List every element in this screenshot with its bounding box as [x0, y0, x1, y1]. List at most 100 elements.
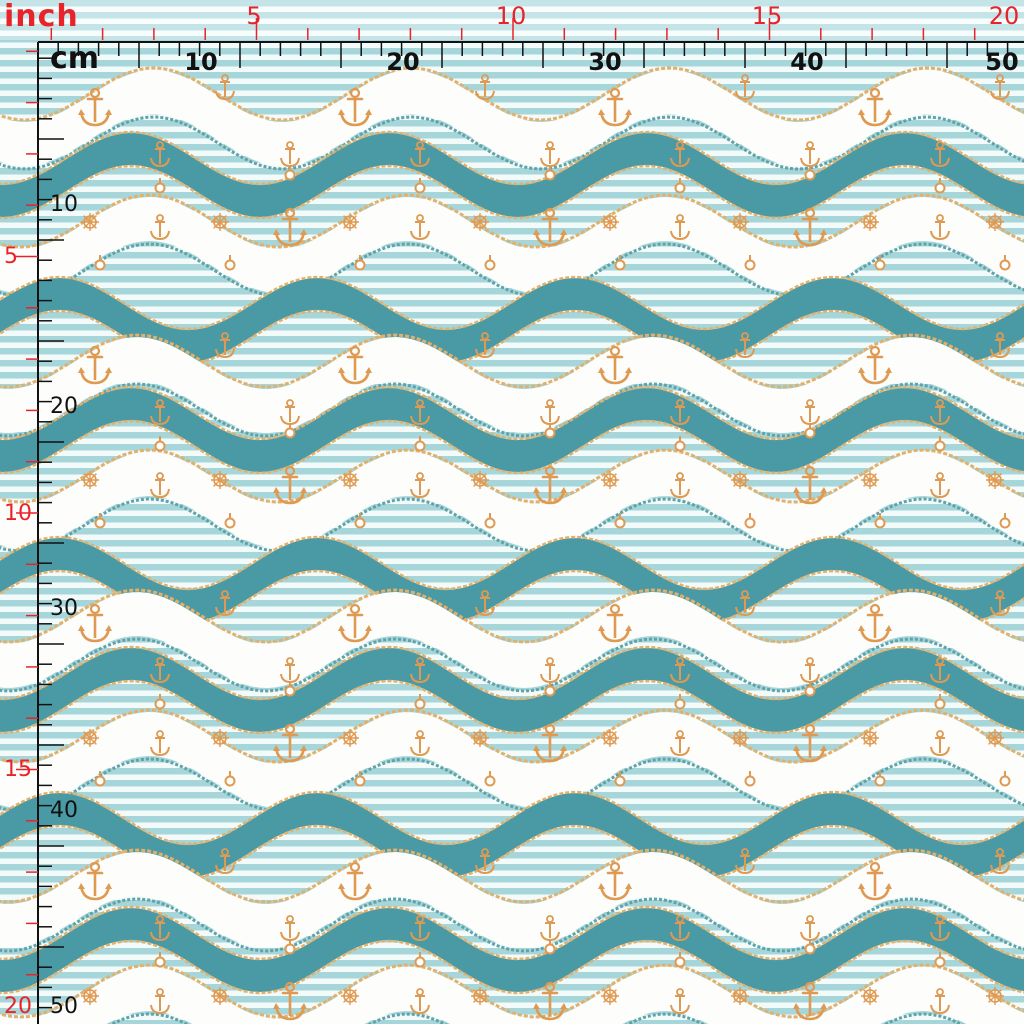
wave-pattern: [0, 66, 1024, 1024]
ships-wheel-icon: [80, 728, 100, 748]
rope-border: [0, 309, 1024, 365]
left-inch-label: 15: [4, 757, 32, 782]
ships-wheel-icon: [340, 212, 360, 232]
ships-wheel-icon: [600, 212, 620, 232]
ships-wheel-icon: [860, 212, 880, 232]
rope-border: [0, 905, 1024, 961]
ships-wheel-icon: [860, 470, 880, 490]
rope-border: [0, 645, 1024, 701]
top-inch-label: 10: [495, 2, 527, 30]
ships-wheel-icon: [210, 470, 230, 490]
ships-wheel-icon: [600, 728, 620, 748]
top-cm-label: 10: [184, 48, 218, 76]
ships-wheel-icon: [80, 212, 100, 232]
ships-wheel-icon: [730, 470, 750, 490]
ships-wheel-icon: [210, 212, 230, 232]
ships-wheel-icon: [730, 986, 750, 1006]
ships-wheel-icon: [860, 728, 880, 748]
rope-border: [0, 679, 1024, 735]
ships-wheel-icon: [985, 470, 1005, 490]
ships-wheel-icon: [340, 470, 360, 490]
rope-border: [0, 497, 1024, 553]
rope-border: [0, 382, 1024, 438]
ships-wheel-icon: [470, 728, 490, 748]
rope-border: [0, 66, 1024, 122]
rope-border: [0, 588, 1024, 644]
ships-wheel-icon: [470, 212, 490, 232]
teal-wave-band: [0, 538, 1024, 622]
ships-wheel-icon: [860, 986, 880, 1006]
teal-wave-band: [0, 278, 1024, 362]
white-wave-band: [0, 337, 1024, 433]
rope-border: [0, 448, 1024, 504]
top-cm-label: 40: [790, 48, 824, 76]
ships-wheel-icon: [340, 728, 360, 748]
rope-border: [0, 569, 1024, 625]
left-cm-label: 20: [50, 394, 78, 419]
rope-border: [0, 164, 1024, 220]
rope-border: [108, 1012, 964, 1024]
ships-wheel-icon: [80, 470, 100, 490]
white-wave-band: [0, 452, 1024, 548]
rope-border: [0, 419, 1024, 475]
white-wave-band: [0, 592, 1024, 688]
inch-unit-label: inch: [4, 0, 79, 34]
rope-border: [0, 824, 1024, 880]
rope-border: [0, 115, 1024, 171]
left-inch-label: 10: [4, 501, 32, 526]
rope-border: [0, 963, 1024, 1019]
white-wave-band: [0, 967, 1024, 1024]
teal-wave-band: [0, 908, 1024, 992]
teal-wave-band: [0, 133, 1024, 217]
rope-border: [0, 897, 1024, 953]
left-cm-label: 50: [50, 994, 78, 1019]
rope-border: [0, 385, 1024, 441]
top-ruler-strip: [0, 0, 1024, 40]
left-cm-label: 10: [50, 192, 78, 217]
rope-border: [0, 333, 1024, 389]
rope-border: [0, 790, 1024, 846]
top-inch-label: 20: [988, 2, 1020, 30]
ships-wheel-icon: [210, 986, 230, 1006]
white-wave-band: [0, 197, 1024, 293]
rope-border: [0, 275, 1024, 331]
top-cm-label: 50: [985, 48, 1019, 76]
ships-wheel-icon: [730, 212, 750, 232]
ships-wheel-icon: [985, 212, 1005, 232]
cm-unit-label: cm: [50, 41, 100, 76]
ships-wheel-icon: [340, 986, 360, 1006]
rope-border: [0, 242, 1024, 298]
ships-wheel-icon: [985, 986, 1005, 1006]
rope-border: [0, 130, 1024, 186]
white-wave-band: [0, 70, 1024, 166]
rope-border: [0, 848, 1024, 904]
top-inch-label: 15: [751, 2, 783, 30]
rope-border: [0, 939, 1024, 995]
ships-wheel-icon: [600, 470, 620, 490]
teal-wave-band: [0, 793, 1024, 877]
teal-wave-band: [0, 388, 1024, 472]
left-cm-label: 40: [50, 798, 78, 823]
teal-wave-band: [0, 648, 1024, 732]
left-inch-label: 20: [4, 994, 32, 1019]
ships-wheel-icon: [985, 728, 1005, 748]
rope-border: [0, 757, 1024, 813]
left-cm-label: 30: [50, 596, 78, 621]
white-wave-band: [0, 712, 1024, 808]
rope-border: [0, 708, 1024, 764]
left-inch-label: 5: [4, 244, 18, 269]
ships-wheel-icon: [600, 986, 620, 1006]
ships-wheel-icon: [470, 986, 490, 1006]
top-cm-label: 30: [588, 48, 622, 76]
white-wave-band: [0, 852, 1024, 948]
rope-border: [0, 535, 1024, 591]
ships-wheel-icon: [470, 470, 490, 490]
rope-border: [0, 637, 1024, 693]
top-cm-label: 20: [386, 48, 420, 76]
ships-wheel-icon: [730, 728, 750, 748]
ships-wheel-icon: [80, 986, 100, 1006]
ships-wheel-icon: [210, 728, 230, 748]
top-inch-label: 5: [246, 2, 262, 30]
